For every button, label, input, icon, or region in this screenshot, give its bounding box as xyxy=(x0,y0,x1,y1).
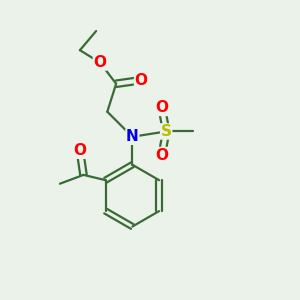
Text: N: N xyxy=(126,129,139,144)
Text: O: O xyxy=(155,148,168,163)
Text: O: O xyxy=(155,100,168,116)
Text: O: O xyxy=(74,143,86,158)
Text: S: S xyxy=(161,124,172,139)
Text: O: O xyxy=(93,55,106,70)
Text: O: O xyxy=(135,73,148,88)
